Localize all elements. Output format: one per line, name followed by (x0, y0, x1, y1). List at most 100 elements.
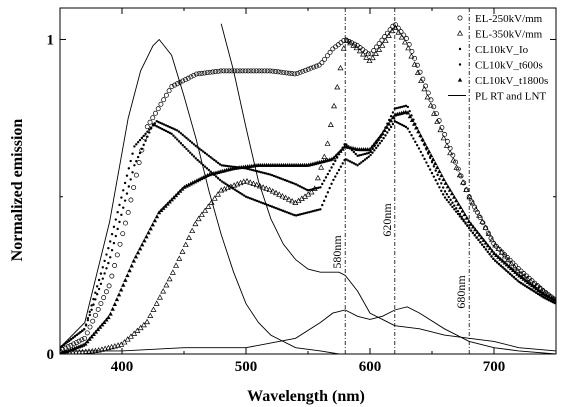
series-2-point-143 (324, 195, 328, 198)
series-4-point-201 (481, 237, 486, 242)
series-0-point-14 (95, 306, 101, 312)
series-0-point-151 (469, 199, 475, 205)
series-3-point-31 (116, 211, 119, 214)
series-0-point-129 (409, 48, 415, 54)
series-0-point-120 (384, 30, 390, 36)
series-4-point-235 (553, 297, 556, 302)
series-4-point-205 (489, 248, 495, 253)
series-3-point-210 (449, 198, 452, 202)
series-4-point-165 (405, 110, 411, 115)
series-2-point-86 (218, 178, 222, 182)
series-3-point-44 (140, 136, 144, 140)
series-2-point-87 (220, 180, 224, 183)
series-2-point-101 (246, 196, 250, 199)
series-3-point-107 (257, 170, 261, 173)
series-1-point-78 (308, 188, 315, 195)
series-3-point-6 (69, 338, 73, 341)
series-0-point-8 (79, 337, 85, 343)
x-tick-label-600: 600 (359, 359, 382, 375)
series-4-point-228 (538, 289, 543, 294)
series-3-point-45 (142, 134, 145, 138)
series-2-point-46 (144, 139, 147, 142)
series-0-point-123 (393, 22, 398, 28)
series-0-point-66 (237, 68, 243, 74)
series-3-point-208 (445, 193, 449, 196)
series-0-points (60, 22, 556, 354)
series-2-point-153 (343, 158, 346, 162)
series-3-point-58 (166, 125, 170, 128)
series-4-point-185 (447, 187, 453, 192)
series-4-point-149 (371, 141, 377, 146)
series-4-point-65 (194, 178, 200, 183)
series-1-point-40 (185, 234, 192, 240)
series-1-point-96 (366, 57, 373, 64)
series-3-point-13 (82, 328, 86, 331)
series-3-point-50 (151, 124, 155, 127)
series-4-point-229 (540, 291, 545, 296)
series-2-point-185 (402, 124, 406, 128)
series-2-point-114 (270, 205, 274, 208)
series-2-point-165 (365, 156, 369, 160)
series-3-point-22 (99, 272, 103, 275)
series-3-point-61 (172, 127, 175, 130)
series-3-point-125 (291, 181, 294, 185)
series-3-point-104 (252, 169, 255, 172)
series-4-point-214 (508, 266, 514, 271)
series-3-point-39 (131, 152, 134, 155)
series-3-point-221 (469, 229, 473, 232)
series-2-point-52 (155, 125, 158, 128)
series-3-point-218 (464, 221, 467, 224)
series-1-point-88 (340, 45, 347, 51)
series-3-point-16 (88, 310, 91, 314)
series-3-point-21 (97, 278, 101, 282)
series-4-point-150 (374, 139, 379, 144)
series-2-point-67 (183, 145, 186, 149)
series-0-point-6 (73, 340, 79, 346)
series-3-point-256 (534, 291, 538, 294)
series-2-point-18 (92, 303, 95, 306)
series-1-point-100 (379, 42, 386, 48)
series-0-point-71 (251, 68, 257, 74)
series-0-point-69 (245, 68, 251, 74)
series-3-point-201 (432, 165, 436, 168)
series-4-point-169 (414, 125, 419, 130)
series-2-point-19 (94, 298, 97, 301)
series-3-point-140 (319, 186, 322, 189)
series-2-point-210 (449, 203, 452, 206)
series-0-point-23 (120, 231, 126, 237)
series-4-point-227 (536, 287, 541, 292)
series-0-point-25 (125, 210, 131, 215)
series-3-point-243 (510, 274, 514, 277)
series-2-point-122 (285, 211, 289, 214)
series-2-point-102 (248, 196, 251, 200)
series-2-point-132 (304, 211, 307, 215)
series-4-point-221 (523, 278, 529, 283)
series-2-point-181 (395, 120, 398, 124)
series-2-point-74 (196, 158, 199, 162)
series-2-point-64 (177, 140, 181, 143)
series-0-point-58 (215, 68, 221, 74)
series-2-point-24 (103, 272, 106, 275)
series-3-point-211 (451, 201, 454, 204)
series-3-point-15 (86, 317, 90, 320)
series-2-point-173 (380, 139, 383, 143)
series-4-point-48 (158, 208, 164, 213)
series-1-point-41 (189, 227, 196, 234)
series-2-point-95 (235, 189, 238, 193)
series-2-point-16 (88, 313, 91, 317)
series-4-point-184 (445, 184, 451, 189)
series-0-point-47 (185, 75, 191, 81)
series-3-point-88 (222, 164, 225, 167)
series-0-point-68 (243, 68, 248, 74)
series-3-point-77 (202, 150, 205, 153)
series-2-point-97 (239, 191, 242, 195)
series-0-point-165 (507, 257, 513, 263)
series-2-point-146 (330, 182, 333, 186)
series-3-point-56 (162, 123, 166, 126)
series-4-point-38 (137, 246, 143, 251)
series-1-point-28 (147, 312, 154, 318)
series-3-point-252 (527, 286, 530, 290)
series-2-point-129 (298, 213, 302, 216)
series-3-point-43 (138, 138, 142, 142)
